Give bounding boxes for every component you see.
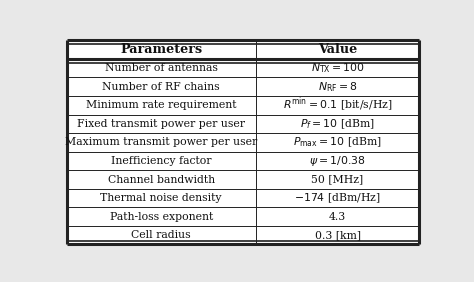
Text: Path-loss exponent: Path-loss exponent <box>109 212 213 222</box>
Text: Number of antennas: Number of antennas <box>105 63 218 73</box>
Text: Thermal noise density: Thermal noise density <box>100 193 222 203</box>
Text: Cell radius: Cell radius <box>131 230 191 240</box>
Text: $P_f = 10$ [dBm]: $P_f = 10$ [dBm] <box>300 117 375 131</box>
Text: Number of RF chains: Number of RF chains <box>102 82 220 92</box>
Text: $N_{\mathrm{RF}} = 8$: $N_{\mathrm{RF}} = 8$ <box>318 80 357 94</box>
Text: 0.3 [km]: 0.3 [km] <box>315 230 361 240</box>
Text: $N_{\mathrm{TX}} = 100$: $N_{\mathrm{TX}} = 100$ <box>310 61 365 75</box>
Text: $\psi = 1/0.38$: $\psi = 1/0.38$ <box>309 154 366 168</box>
Text: Channel bandwidth: Channel bandwidth <box>108 175 215 184</box>
Text: Minimum rate requirement: Minimum rate requirement <box>86 100 237 110</box>
Text: $P_{\mathrm{max}} = 10$ [dBm]: $P_{\mathrm{max}} = 10$ [dBm] <box>293 136 382 149</box>
Text: Maximum transmit power per user: Maximum transmit power per user <box>65 137 257 147</box>
Text: $-174$ [dBm/Hz]: $-174$ [dBm/Hz] <box>294 191 381 205</box>
Text: Fixed transmit power per user: Fixed transmit power per user <box>77 119 245 129</box>
Text: $R^{\mathrm{min}} = 0.1$ [bit/s/Hz]: $R^{\mathrm{min}} = 0.1$ [bit/s/Hz] <box>283 96 392 114</box>
Text: 4.3: 4.3 <box>329 212 346 222</box>
Text: Inefficiency factor: Inefficiency factor <box>111 156 211 166</box>
Text: Value: Value <box>318 43 357 56</box>
Text: Parameters: Parameters <box>120 43 202 56</box>
Text: 50 [MHz]: 50 [MHz] <box>311 175 364 184</box>
